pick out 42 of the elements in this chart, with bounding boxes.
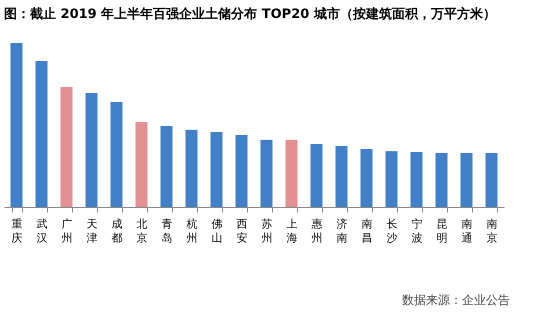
bar bbox=[110, 102, 122, 207]
bar bbox=[86, 93, 98, 207]
bar bbox=[210, 132, 222, 207]
x-tick-label: 南昌 bbox=[362, 218, 372, 244]
bar bbox=[436, 153, 448, 207]
x-tick-label: 苏州 bbox=[262, 218, 272, 244]
bar bbox=[160, 126, 172, 207]
x-tick-label: 佛山 bbox=[212, 218, 222, 244]
x-tick-label: 杭州 bbox=[186, 218, 198, 244]
bar bbox=[486, 153, 498, 207]
x-tick-label: 青岛 bbox=[162, 218, 172, 244]
source-note: 数据来源：企业公告 bbox=[402, 292, 510, 309]
x-tick-label: 昆明 bbox=[436, 218, 448, 244]
bar bbox=[386, 151, 398, 207]
x-tick-label: 济南 bbox=[336, 218, 348, 244]
bar bbox=[186, 130, 198, 207]
x-tick-label: 北京 bbox=[136, 218, 148, 244]
x-tick-label: 重庆 bbox=[12, 218, 22, 244]
bar bbox=[260, 140, 272, 207]
x-tick-label: 成都 bbox=[112, 218, 122, 244]
x-tick-label: 长沙 bbox=[386, 218, 398, 244]
x-tick-label: 武汉 bbox=[36, 218, 48, 244]
bar bbox=[60, 86, 72, 207]
chart-title: 图：截止 2019 年上半年百强企业土储分布 TOP20 城市（按建筑面积，万平方米） bbox=[4, 6, 496, 22]
x-tick-label: 宁波 bbox=[412, 218, 422, 244]
bar bbox=[360, 148, 372, 207]
x-tick-label: 南通 bbox=[462, 218, 472, 244]
x-tick-label: 惠州 bbox=[310, 218, 322, 244]
bar bbox=[236, 135, 248, 207]
bar bbox=[136, 122, 148, 207]
bar bbox=[410, 152, 422, 207]
x-tick-label: 南京 bbox=[486, 218, 498, 244]
x-tick-label: 天津 bbox=[86, 218, 98, 244]
x-tick-label: 上海 bbox=[286, 218, 298, 244]
bar bbox=[286, 140, 298, 207]
bar bbox=[336, 146, 348, 207]
x-tick-label: 西安 bbox=[236, 218, 248, 244]
bar bbox=[36, 61, 48, 207]
bar bbox=[10, 43, 22, 207]
x-tick-label: 广州 bbox=[62, 218, 72, 244]
bar bbox=[460, 153, 472, 207]
bar bbox=[310, 144, 322, 207]
